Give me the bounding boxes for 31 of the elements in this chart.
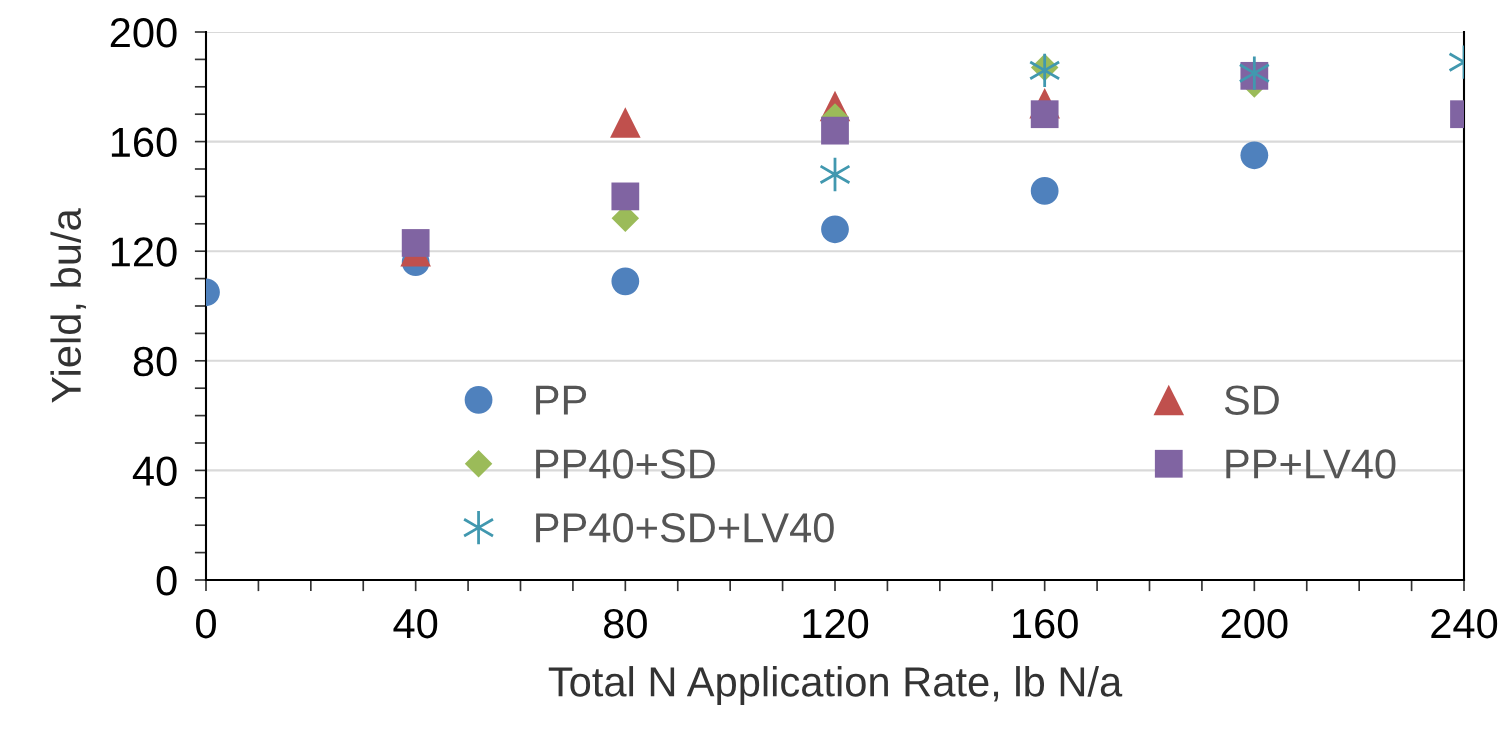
y-tick-label: 200 xyxy=(110,18,177,48)
x-tick-label: 240 xyxy=(1431,608,1498,639)
legend-label: PP40+SD+LV40 xyxy=(536,513,834,543)
legend-label: PP xyxy=(536,385,587,415)
point xyxy=(821,215,849,244)
point xyxy=(401,229,430,257)
point xyxy=(1030,177,1059,205)
x-tick-label: 200 xyxy=(1221,608,1288,639)
y-tick-label: 120 xyxy=(111,237,177,267)
point xyxy=(1030,100,1059,129)
y-tick-label: 160 xyxy=(111,127,177,158)
legend-label: SD xyxy=(1224,385,1279,415)
y-tick-label: 80 xyxy=(133,346,177,377)
x-tick-label: 0 xyxy=(196,608,216,639)
point xyxy=(610,107,641,138)
point xyxy=(611,182,640,211)
x-tick-label: 40 xyxy=(393,608,438,639)
x-axis-title: Total N Application Rate, lb N/a xyxy=(548,666,1123,705)
x-tick-label: 120 xyxy=(803,608,869,639)
x-tick-label: 160 xyxy=(1013,608,1078,639)
x-tick-label: 80 xyxy=(603,608,647,639)
point xyxy=(611,267,640,296)
y-tick-label: 40 xyxy=(132,456,177,486)
point xyxy=(1238,55,1271,92)
point xyxy=(1240,141,1269,170)
point xyxy=(1028,52,1061,89)
legend-label: PP40+SD xyxy=(536,449,715,479)
y-tick-label: 0 xyxy=(156,566,177,596)
point xyxy=(821,116,849,145)
legend-label: PP+LV40 xyxy=(1226,449,1396,479)
y-axis-title: Yield, bu/a xyxy=(50,208,86,403)
